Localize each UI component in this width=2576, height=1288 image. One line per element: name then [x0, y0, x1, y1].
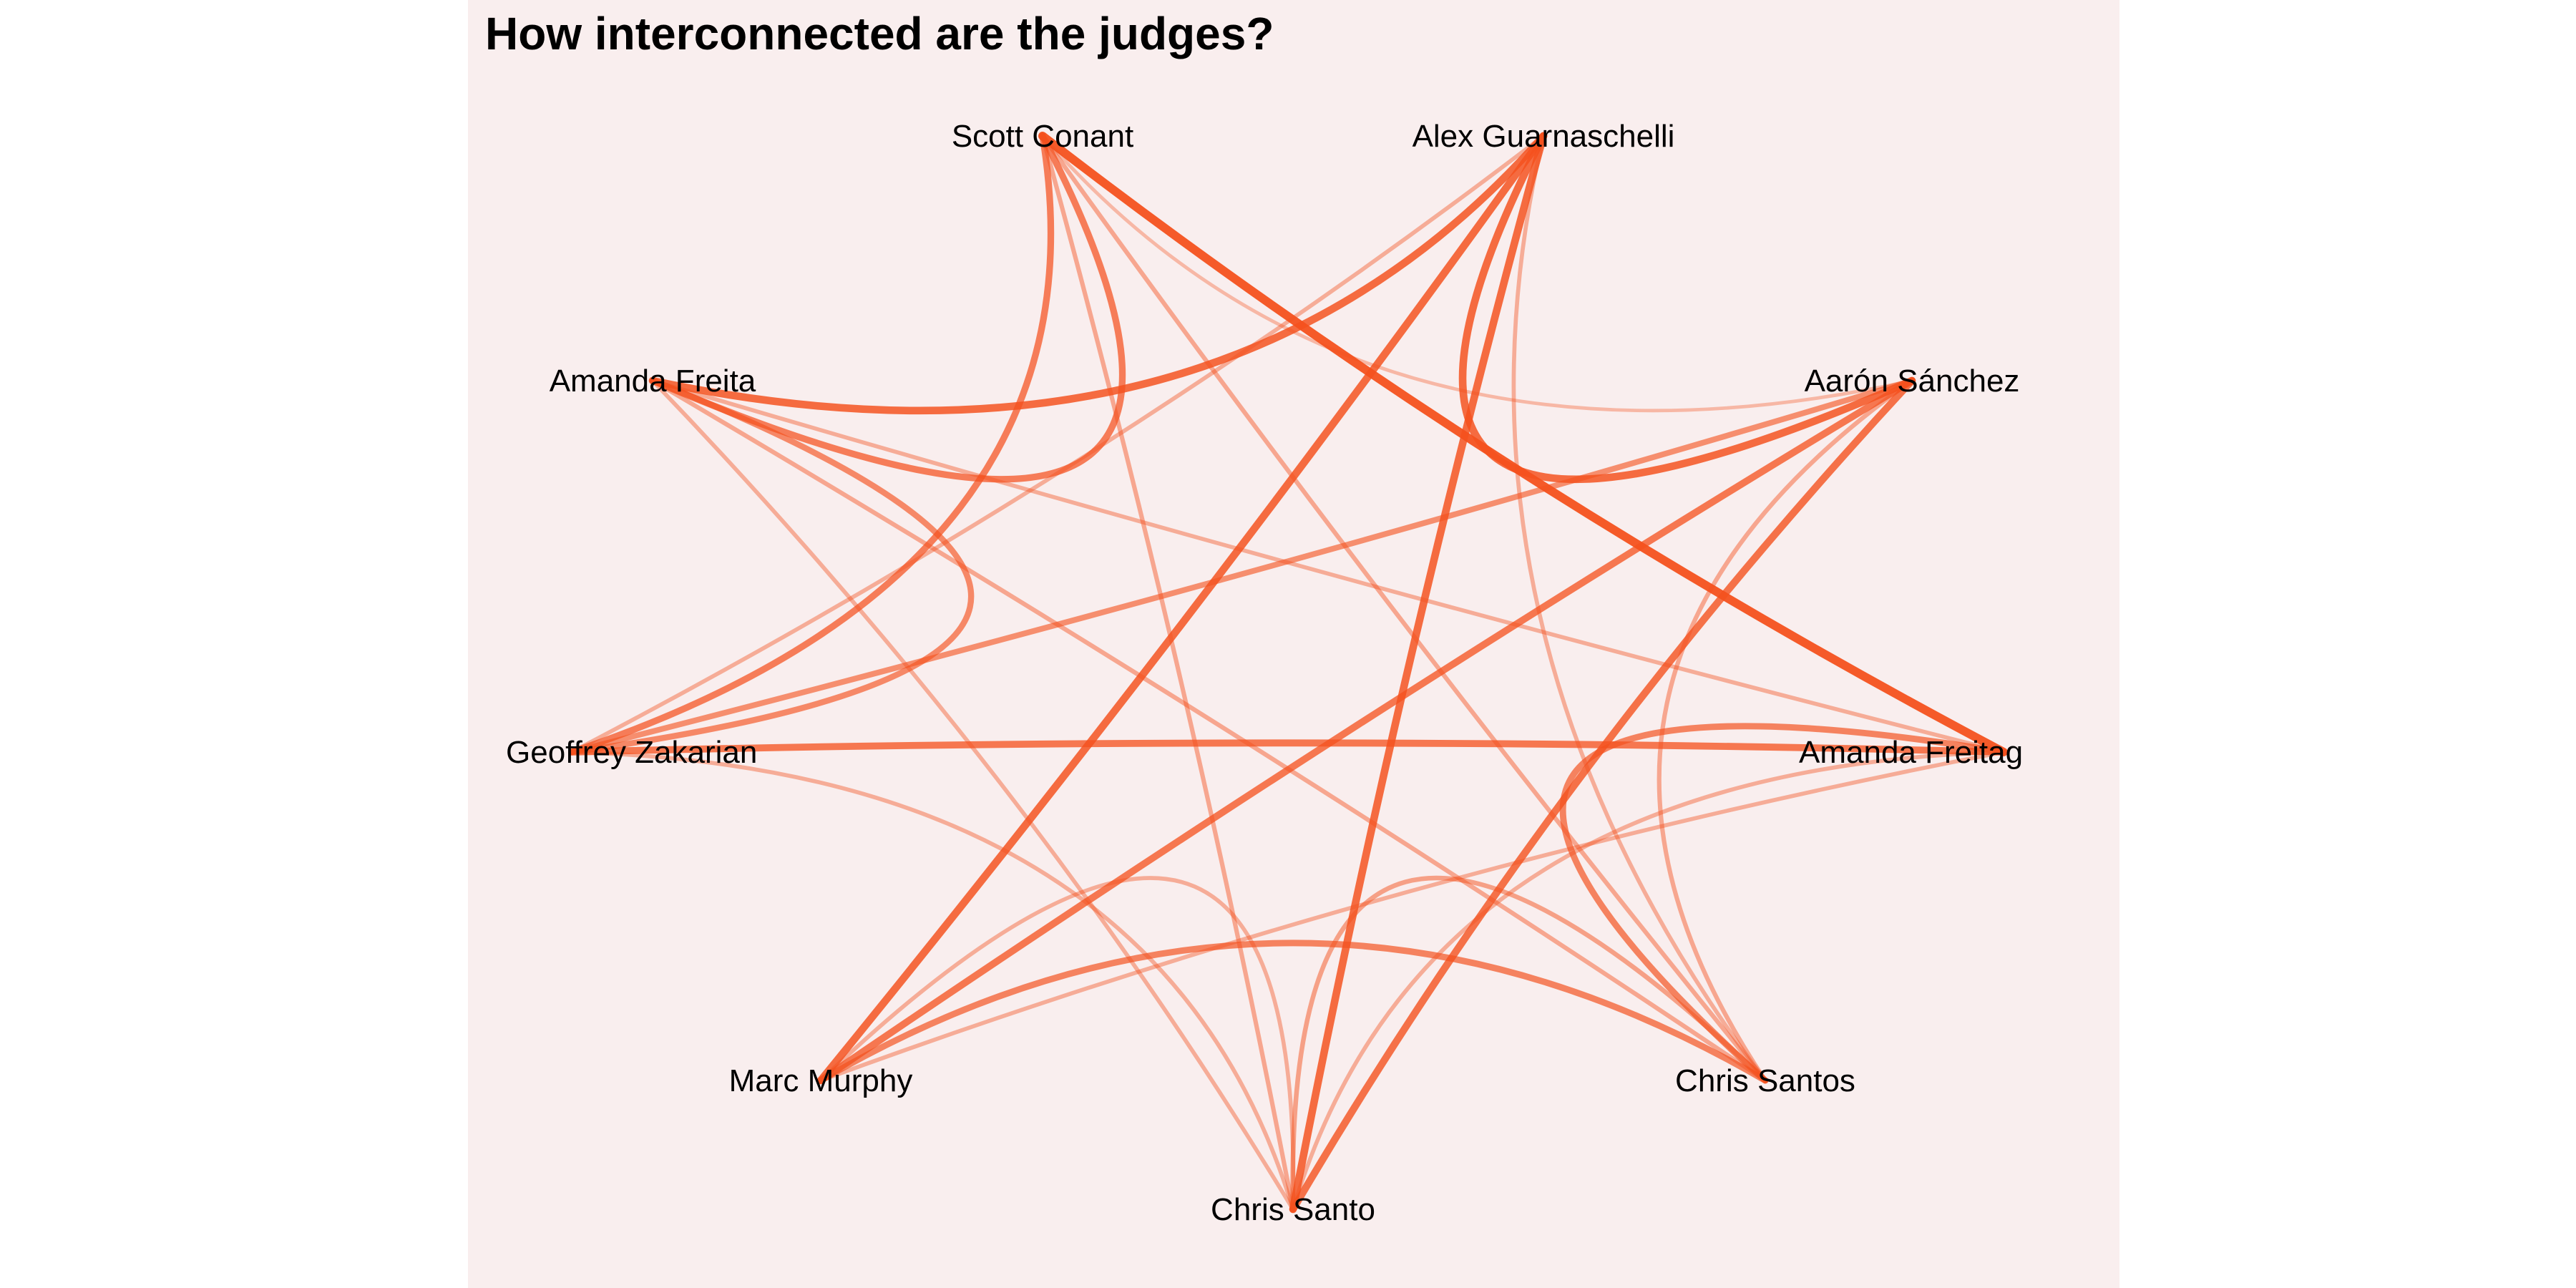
- edge-chris-santo-bottom-chris-santos-right: [1290, 875, 1768, 1212]
- node-label-alex-guarnaschelli: Alex Guarnaschelli: [1413, 119, 1675, 154]
- edge-aaron-sanchez-chris-santo-bottom: [1289, 376, 1916, 1214]
- edge-amanda-freita-left-geoffrey-zakarian: [568, 377, 975, 756]
- edge-alex-guarnaschelli-geoffrey-zakarian: [570, 134, 1546, 754]
- edge-marc-murphy-chris-santo-bottom: [819, 876, 1296, 1211]
- edge-amanda-freita-left-amanda-freitag-right: [650, 379, 2006, 754]
- node-label-chris-santo-bottom: Chris Santo: [1211, 1192, 1375, 1227]
- edge-layer: [568, 132, 2008, 1214]
- node-label-layer: Scott Conant Alex Guarnaschelli Aarón Sánc…: [506, 119, 2023, 1227]
- edge-geoffrey-zakarian-amanda-freitag-right: [568, 739, 2007, 756]
- edge-geoffrey-zakarian-chris-santo-bottom: [570, 750, 1295, 1211]
- edge-scott-conant-amanda-freitag-right: [1038, 132, 2008, 756]
- node-label-geoffrey-zakarian: Geoffrey Zakarian: [506, 735, 757, 770]
- chart-title: How interconnected are the judges?: [485, 8, 1274, 59]
- edge-amanda-freita-left-chris-santo-bottom: [650, 379, 1295, 1211]
- edge-scott-conant-chris-santo-bottom: [1040, 133, 1296, 1212]
- edge-amanda-freita-left-chris-santos-right: [650, 378, 1768, 1083]
- node-label-amanda-freitag-right: Amanda Freitag: [1799, 735, 2023, 770]
- node-label-amanda-freita-left: Amanda Freita: [550, 364, 756, 399]
- edge-scott-conant-aaron-sanchez: [1040, 134, 1914, 413]
- network-diagram: Scott Conant Alex Guarnaschelli Aarón Sánc…: [506, 119, 2023, 1227]
- node-label-scott-conant: Scott Conant: [952, 119, 1133, 154]
- edge-amanda-freitag-right-chris-santos-right: [1559, 723, 2007, 1084]
- plot-panel: How interconnected are the judges? Scott…: [468, 0, 2119, 1288]
- node-label-chris-santos-right: Chris Santos: [1675, 1063, 1855, 1098]
- edge-alex-guarnaschelli-amanda-freita-left: [648, 132, 1548, 415]
- edge-marc-murphy-amanda-freitag-right: [819, 750, 2006, 1083]
- edge-scott-conant-chris-santos-right: [1040, 133, 1768, 1083]
- edge-alex-guarnaschelli-aaron-sanchez: [1458, 132, 1916, 484]
- edge-geoffrey-zakarian-aaron-sanchez: [569, 378, 1915, 755]
- edge-scott-conant-amanda-freita-left: [649, 132, 1126, 483]
- edge-scott-conant-geoffrey-zakarian: [568, 132, 1055, 756]
- edge-marc-murphy-chris-santos-right: [817, 940, 1769, 1084]
- edge-aaron-sanchez-marc-murphy: [817, 377, 1916, 1084]
- edge-aaron-sanchez-chris-santos-right: [1657, 378, 1915, 1083]
- edge-chris-santo-bottom-amanda-freitag-right: [1291, 750, 2006, 1211]
- node-label-aaron-sanchez: Aarón Sánchez: [1805, 364, 2020, 399]
- edge-alex-guarnaschelli-chris-santo-bottom: [1289, 132, 1548, 1214]
- node-label-marc-murphy: Marc Murphy: [729, 1063, 913, 1098]
- edge-alex-guarnaschelli-chris-santos-right: [1511, 134, 1767, 1083]
- edge-alex-guarnaschelli-marc-murphy: [816, 132, 1548, 1085]
